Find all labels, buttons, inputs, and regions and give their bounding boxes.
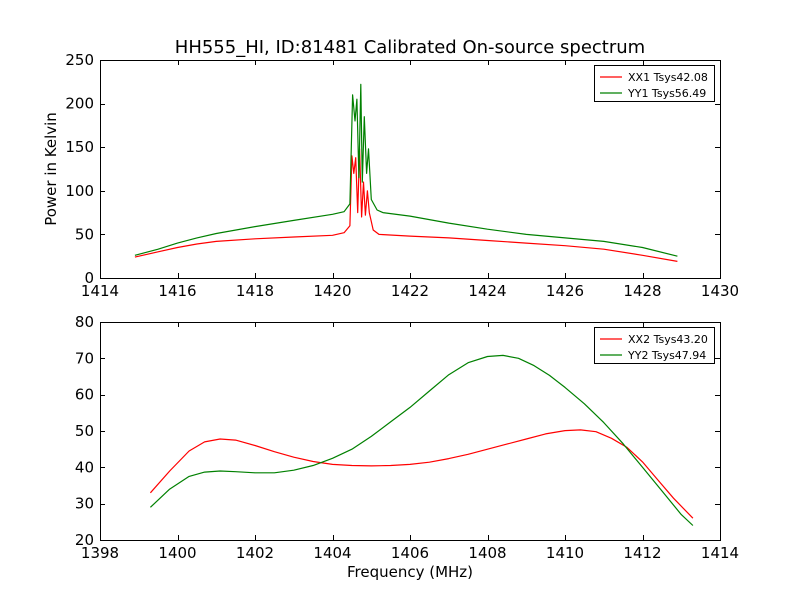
chart-bottom-xtick-label: 1398 <box>81 544 119 562</box>
chart-top-series-yy-line <box>134 83 678 257</box>
chart-bottom-ytick-label: 60 <box>75 386 94 404</box>
chart-bottom-xtick-label: 1410 <box>546 544 584 562</box>
chart-top-ytick-label: 50 <box>75 225 94 243</box>
chart-bottom-series-layer <box>149 354 694 526</box>
chart-bottom-ytick-label: 40 <box>75 458 94 476</box>
chart-bottom-xtick-label: 1400 <box>158 544 196 562</box>
chart-top-xtick-label: 1416 <box>158 282 196 300</box>
chart-bottom-ytick-label: 50 <box>75 422 94 440</box>
chart-top-ticks: 1414 1416 1418 1420 1422 1424 1426 1428 1430 0 50 1… <box>65 51 739 300</box>
chart-bottom-xtick-label: 1402 <box>236 544 274 562</box>
chart-top-ytick-label: 0 <box>84 269 94 287</box>
chart-top-series-xx-line <box>134 148 678 262</box>
chart-top-ytick-label: 250 <box>65 51 94 69</box>
chart-top-xtick-label: 1426 <box>546 282 584 300</box>
chart-bottom-legend-label-yy: YY2 Tsys47.94 <box>627 349 706 362</box>
chart-top-legend: XX1 Tsys42.08 YY1 Tsys56.49 <box>594 65 715 102</box>
chart-top-xtick-label: 1418 <box>236 282 274 300</box>
chart-bottom-legend-label-xx: XX2 Tsys43.20 <box>628 333 708 346</box>
chart-top-legend-label-xx: XX1 Tsys42.08 <box>628 71 708 84</box>
chart-bottom-ytick-label: 80 <box>75 313 94 331</box>
chart-bottom-xtick-label: 1404 <box>313 544 351 562</box>
chart-top-ytick-label: 200 <box>65 95 94 113</box>
chart-bottom-xtick-label: 1412 <box>623 544 661 562</box>
chart-bottom-legend-box <box>594 327 715 364</box>
chart-bottom-series-yy-line <box>149 354 694 526</box>
chart-top-ytick-label: 150 <box>65 138 94 156</box>
chart-bottom-xtick-label: 1406 <box>391 544 429 562</box>
chart-top-legend-label-yy: YY1 Tsys56.49 <box>627 87 706 100</box>
chart-bottom: Frequency (MHz) 1398 1400 1402 1404 1406 1408… <box>75 313 739 581</box>
chart-top: HH555_HI, ID:81481 Calibrated On-source … <box>42 37 739 300</box>
chart-top-title: HH555_HI, ID:81481 Calibrated On-source … <box>175 37 645 58</box>
chart-bottom-legend: XX2 Tsys43.20 YY2 Tsys47.94 <box>594 327 715 364</box>
chart-top-xtick-label: 1422 <box>391 282 429 300</box>
chart-top-xtick-label: 1430 <box>701 282 739 300</box>
chart-top-xtick-label: 1420 <box>313 282 351 300</box>
chart-bottom-ytick-label: 70 <box>75 349 94 367</box>
chart-bottom-series-xx-line <box>149 429 694 519</box>
chart-bottom-xtick-label: 1414 <box>701 544 739 562</box>
chart-top-series-layer <box>134 83 678 262</box>
chart-bottom-xlabel: Frequency (MHz) <box>347 563 473 581</box>
chart-top-ytick-label: 100 <box>65 182 94 200</box>
chart-top-xtick-label: 1428 <box>623 282 661 300</box>
chart-bottom-ticks: 1398 1400 1402 1404 1406 1408 1410 1412 1414 20 30… <box>75 313 739 562</box>
chart-top-legend-box <box>594 65 715 102</box>
chart-top-ylabel: Power in Kelvin <box>42 112 60 226</box>
chart-top-xtick-label: 1424 <box>468 282 506 300</box>
chart-top-xtick-label: 1414 <box>81 282 119 300</box>
chart-bottom-xtick-label: 1408 <box>468 544 506 562</box>
chart-bottom-ytick-label: 30 <box>75 495 94 513</box>
chart-bottom-ytick-label: 20 <box>75 531 94 549</box>
